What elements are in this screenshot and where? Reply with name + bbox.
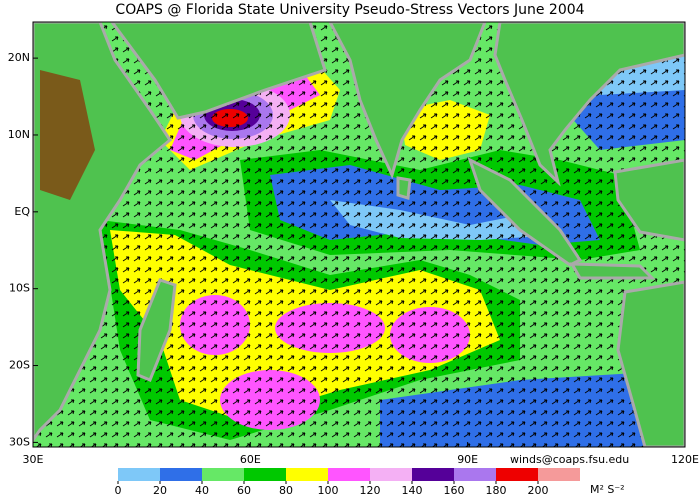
colorbar-tick-label: 0 [115, 484, 122, 497]
colorbar-swatch [496, 468, 538, 481]
lat-tick-label: 20N [8, 51, 30, 64]
colorbar-tick-label: 80 [279, 484, 293, 497]
lon-tick-label: 30E [23, 453, 44, 466]
colorbar-tick-label: 60 [237, 484, 251, 497]
colorbar-swatch [202, 468, 244, 481]
lon-tick-label: 120E [671, 453, 699, 466]
colorbar-swatch [286, 468, 328, 481]
colorbar-swatch [160, 468, 202, 481]
se-asia [493, 22, 685, 187]
colorbar-swatch [328, 468, 370, 481]
borneo [613, 158, 685, 242]
lat-tick-label: 20S [9, 359, 30, 372]
title: COAPS @ Florida State University Pseudo-… [115, 2, 584, 18]
india [328, 22, 487, 180]
sumatra [467, 157, 583, 267]
lat-tick-label: EQ [14, 205, 30, 218]
colorbar-tick-label: 100 [318, 484, 339, 497]
highland [40, 70, 95, 200]
colorbar-tick-label: 140 [402, 484, 423, 497]
map [33, 22, 685, 447]
lat-tick-label: 10N [8, 128, 30, 141]
colorbar-swatch [538, 468, 580, 481]
colorbar-unit: M² S⁻² [590, 483, 625, 496]
lon-tick-label: 60E [240, 453, 261, 466]
lat-tick-label: 30S [9, 435, 30, 448]
colorbar-tick-label: 160 [444, 484, 465, 497]
colorbar-tick-label: 40 [195, 484, 209, 497]
colorbar-tick-label: 120 [360, 484, 381, 497]
colorbar-tick-label: 180 [486, 484, 507, 497]
colorbar-swatch [454, 468, 496, 481]
colorbar-swatch [370, 468, 412, 481]
lon-tick-label: 90E [457, 453, 478, 466]
map-frame [32, 21, 686, 448]
credit: winds@coaps.fsu.edu [510, 453, 629, 466]
sri-lanka [396, 176, 412, 200]
madagascar [136, 278, 177, 382]
colorbar-swatch [412, 468, 454, 481]
arabia [110, 22, 327, 120]
australia [616, 280, 685, 447]
colorbar-tick-label: 20 [153, 484, 167, 497]
colorbar-tick-label: 200 [528, 484, 549, 497]
java [569, 262, 656, 280]
lat-tick-label: 10S [9, 282, 30, 295]
colorbar-swatch [244, 468, 286, 481]
colorbar-swatch [118, 468, 160, 481]
